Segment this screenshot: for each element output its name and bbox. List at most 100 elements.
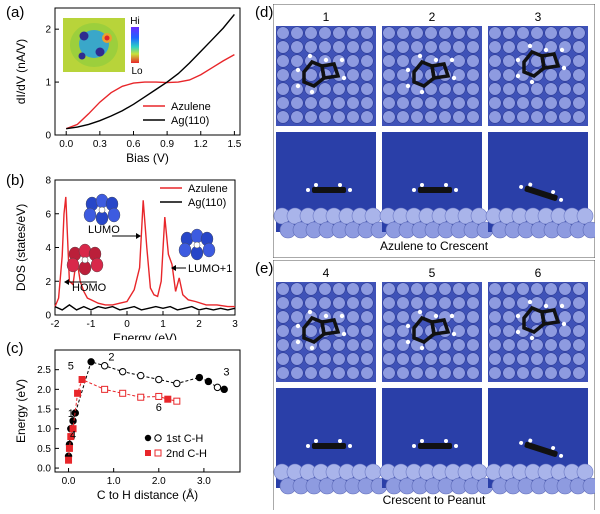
data-point-second-ch — [65, 456, 73, 464]
silver-atom — [572, 40, 586, 54]
data-point-first-ch — [100, 362, 109, 370]
silver-atom — [360, 310, 374, 324]
silver-atom — [530, 282, 544, 296]
orbital-center — [98, 206, 106, 214]
silver-atom — [290, 296, 304, 310]
hydrogen-atom — [559, 303, 565, 309]
y-tick-label: 2.5 — [37, 365, 51, 376]
silver-atom — [410, 40, 424, 54]
silver-atom — [544, 82, 558, 96]
hydrogen-atom — [412, 188, 416, 192]
silver-atom — [516, 40, 530, 54]
lumo-plus-1-orbital-icon — [178, 228, 216, 261]
data-point-second-ch — [137, 393, 145, 401]
hydrogen-atom — [417, 53, 423, 59]
silver-atom — [276, 26, 290, 40]
silver-atom — [424, 338, 438, 352]
silver-atom — [488, 82, 502, 96]
silver-atom — [382, 296, 396, 310]
annotation-homo: HOMO — [72, 282, 107, 294]
silver-atom — [346, 282, 360, 296]
data-point-first-ch — [213, 383, 222, 392]
silver-atom — [360, 296, 374, 310]
azulene-molecule-top — [295, 309, 347, 351]
silver-atom — [558, 82, 572, 96]
silver-atom — [318, 26, 332, 40]
silver-atom — [360, 82, 374, 96]
silver-atom — [488, 352, 502, 366]
silver-atom — [572, 296, 586, 310]
silver-atom — [396, 366, 410, 380]
hydrogen-atom — [338, 183, 342, 187]
azulene-molecule-top — [515, 43, 567, 85]
silver-atom — [290, 54, 304, 68]
silver-atom — [396, 110, 410, 124]
silver-atom — [516, 82, 530, 96]
silver-atom — [318, 352, 332, 366]
silver-atom — [276, 324, 290, 338]
data-point-first-ch — [204, 377, 213, 386]
y-tick-label: 8 — [45, 176, 51, 187]
silver-atom — [530, 96, 544, 110]
chart-b: -2 -1 0 1 2 3 0 2 4 6 8 Energy (eV) DOS (states/eV) A… — [14, 176, 238, 341]
silver-atom — [290, 352, 304, 366]
hydrogen-atom — [515, 73, 521, 79]
hydrogen-atom — [295, 339, 301, 345]
silver-atom — [410, 26, 424, 40]
data-point-second-ch — [164, 395, 172, 403]
silver-atom — [332, 338, 346, 352]
hydrogen-atom — [420, 183, 424, 187]
silver-atom — [396, 26, 410, 40]
silver-atom — [466, 110, 480, 124]
silver-atom — [346, 68, 360, 82]
data-point-first-ch — [155, 375, 163, 384]
plot-frame — [54, 7, 241, 136]
silver-atom — [516, 26, 530, 40]
silver-atom — [516, 366, 530, 380]
silver-atom — [488, 296, 502, 310]
hydrogen-atom — [561, 65, 567, 71]
silver-atom — [304, 296, 318, 310]
legend-label: 1st C-H — [166, 433, 203, 445]
silver-atom — [438, 40, 452, 54]
data-point-second-ch — [155, 392, 163, 400]
panel-e-simulation-frames: 4 5 6 Crescent to Peanut — [273, 260, 595, 510]
y-axis-label: dI/dV (nA/V) — [14, 39, 28, 104]
silver-atom — [396, 68, 410, 82]
hydrogen-atom — [339, 313, 345, 319]
y-tick-label: 1 — [45, 78, 51, 89]
hydrogen-atom — [543, 47, 549, 53]
silver-atom — [382, 110, 396, 124]
series-line-ag-110- — [66, 13, 235, 130]
hydrogen-atom — [519, 440, 524, 445]
silver-atom — [382, 310, 396, 324]
point-label: 5 — [68, 361, 74, 373]
legend-label: Ag(110) — [188, 197, 226, 209]
silver-atom — [572, 366, 586, 380]
x-tick-label: 0.6 — [127, 139, 141, 150]
hydrogen-atom — [314, 439, 318, 443]
silver-atom-side — [470, 463, 488, 481]
orbital-center — [81, 256, 89, 264]
silver-atom — [360, 68, 374, 82]
silver-atom — [332, 282, 346, 296]
hydrogen-atom — [515, 57, 521, 63]
data-point-second-ch — [74, 389, 82, 397]
hydrogen-atom — [433, 313, 439, 319]
azulene-molecule-top — [515, 299, 567, 341]
silver-atom-side — [364, 207, 382, 225]
y-axis-label: DOS (states/eV) — [14, 204, 28, 291]
molecule-side-body — [312, 443, 346, 449]
silver-atom — [304, 282, 318, 296]
hydrogen-atom — [323, 57, 329, 63]
frame-number: 4 — [323, 266, 330, 280]
y-tick-label: 1.0 — [37, 424, 51, 435]
silver-atom — [360, 110, 374, 124]
x-axis-label: C to H distance (Å) — [97, 487, 198, 502]
silver-atom — [360, 324, 374, 338]
silver-atom — [396, 96, 410, 110]
orbital-lobe — [83, 207, 97, 223]
point-label: 3 — [223, 367, 229, 379]
hydrogen-atom — [449, 313, 455, 319]
hydrogen-atom — [449, 57, 455, 63]
